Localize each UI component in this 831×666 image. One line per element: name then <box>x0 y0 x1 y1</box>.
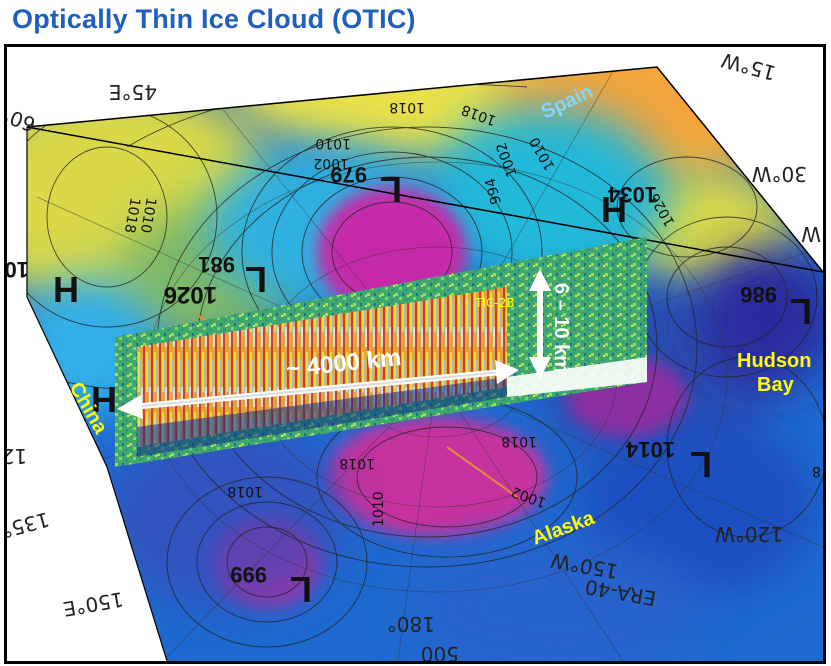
place-hudson: Hudson <box>737 350 811 372</box>
lon-w-edge: W <box>801 222 821 246</box>
h103-value: 103 <box>7 257 29 282</box>
lon-120w: 120°W <box>715 522 783 546</box>
isobar-label: 1010 <box>315 135 351 151</box>
map-svg: 45°E 60° 15°W 30°W W 120 135°E 150°E 180… <box>7 48 823 661</box>
h1034-letter: H <box>601 189 627 230</box>
lon-500: 500 <box>421 642 459 661</box>
lon-15w: 15°W <box>719 48 779 86</box>
map-field <box>27 67 823 661</box>
isobar-label: 1010 <box>137 196 159 234</box>
pressure-systems: 1026 H 1034 H 103 H L 979 L 981 L 986 L … <box>7 162 812 610</box>
l999-value: 999 <box>230 562 267 587</box>
isobar-label: 1018 <box>339 455 375 471</box>
page-title: Optically Thin Ice Cloud (OTIC) <box>12 4 416 34</box>
isobar-label: 1018 <box>227 483 263 499</box>
h1034-value: 1034 <box>607 182 657 207</box>
profile-tag: TIC-2B <box>474 296 514 310</box>
place-bay: Bay <box>757 374 795 396</box>
l999-letter: L <box>290 569 312 610</box>
l981-letter: L <box>245 259 267 300</box>
lon-150e: 150°E <box>61 587 125 621</box>
l1014-value: 1014 <box>625 437 675 462</box>
lon-120: 120 <box>7 444 27 468</box>
lon-180: 180° <box>387 612 435 636</box>
isobar-label: 1010 <box>371 491 387 527</box>
lon-45e: 45°E <box>109 80 157 104</box>
vertical-extent-label: 6 – 10 km <box>550 283 572 373</box>
lon-30w: 30°W <box>752 162 807 186</box>
cloud-profile: TIC-2B <box>115 237 647 467</box>
lon-135e: 135°E <box>7 507 52 546</box>
h1026-value: 1026 <box>164 281 217 308</box>
isobar-lines <box>27 83 823 648</box>
h-left-letter: H <box>91 379 117 420</box>
track-line <box>446 446 518 498</box>
isobar-label: 1018 <box>501 433 537 449</box>
l986-value: 986 <box>740 282 777 307</box>
l979-letter: L <box>380 169 402 210</box>
arctic-map: 45°E 60° 15°W 30°W W 120 135°E 150°E 180… <box>4 44 826 664</box>
l979-value: 979 <box>330 162 367 187</box>
cloud-band <box>137 287 507 447</box>
l986-letter: L <box>790 291 812 332</box>
isobar-label: 8 <box>812 463 821 479</box>
isobar-label: 1002 <box>313 155 349 171</box>
isobar-label: 1018 <box>389 99 425 115</box>
isobar-label: 1018 <box>121 196 143 234</box>
vertical-extent-arrow: 6 – 10 km <box>529 269 572 379</box>
isobar-label: 994 <box>482 176 504 206</box>
l1014-letter: L <box>690 444 712 485</box>
l981-value: 981 <box>198 252 235 277</box>
h103-letter: H <box>53 269 79 310</box>
